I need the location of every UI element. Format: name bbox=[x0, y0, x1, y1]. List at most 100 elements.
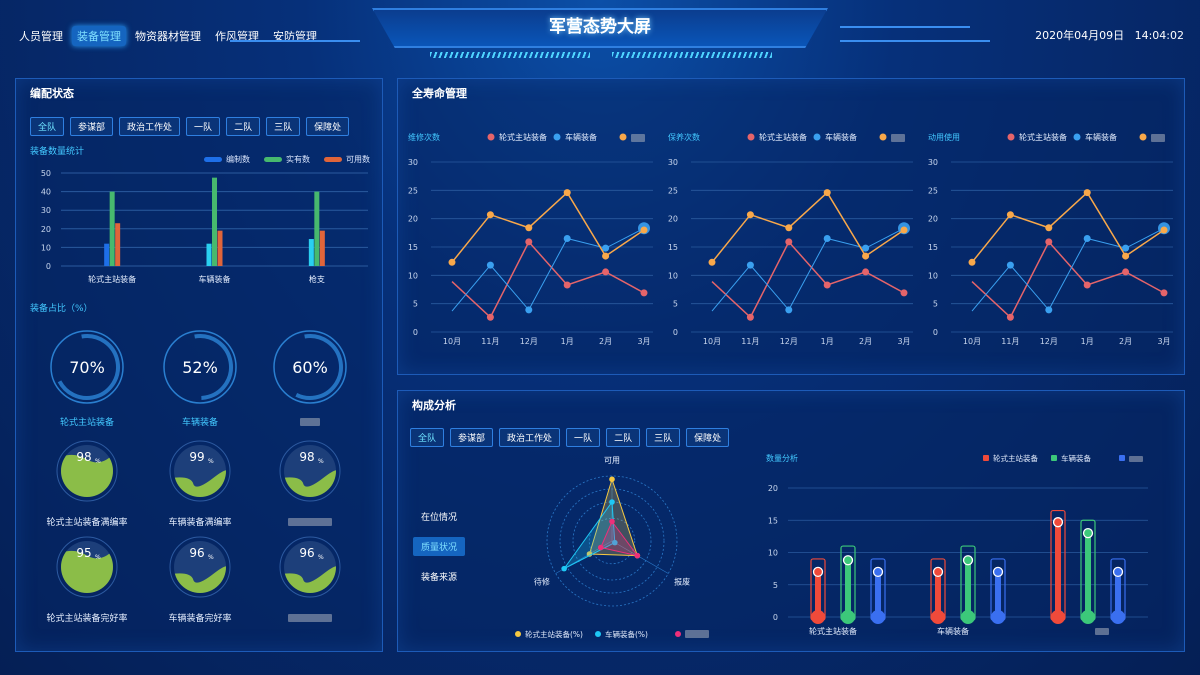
x-tick-label: 11月 bbox=[741, 337, 759, 346]
nav-conduct[interactable]: 作风管理 bbox=[215, 30, 259, 43]
radar-indicator: 待修 bbox=[534, 577, 550, 587]
legend-label: 车辆装备(%) bbox=[605, 629, 648, 639]
lifecycle-panel: 全寿命管理 维修次数 轮式主站装备 车辆装备 0 5 10 15 20 25 30 10月 11月 12… bbox=[397, 78, 1185, 375]
legend-label: 轮式主站装备 bbox=[499, 132, 547, 142]
tab-team3[interactable]: 三队 bbox=[266, 117, 301, 136]
y-tick-label: 25 bbox=[408, 186, 418, 195]
tab-political[interactable]: 政治工作处 bbox=[499, 428, 561, 447]
gauge-unit: % bbox=[208, 554, 214, 561]
nav-security[interactable]: 安防管理 bbox=[273, 30, 317, 43]
x-tick-label: 2月 bbox=[599, 337, 612, 346]
radar-indicator: 可用 bbox=[604, 456, 620, 465]
radar-point bbox=[561, 565, 567, 572]
tab-political[interactable]: 政治工作处 bbox=[119, 117, 181, 136]
menu-in-position[interactable]: 在位情况 bbox=[421, 513, 458, 523]
y-tick-label: 5 bbox=[933, 300, 938, 309]
legend-dot bbox=[1007, 133, 1015, 141]
data-point bbox=[602, 268, 610, 276]
panel-title: 构成分析 bbox=[412, 399, 456, 412]
data-point bbox=[1122, 244, 1130, 252]
data-point bbox=[785, 238, 793, 246]
y-tick-label: 20 bbox=[41, 225, 51, 234]
data-point bbox=[525, 306, 533, 314]
nav-personnel[interactable]: 人员管理 bbox=[19, 30, 63, 43]
allocation-panel: 编配状态 全队 参谋部 政治工作处 一队 二队 三队 保障处 装备数量统计 0 1… bbox=[15, 78, 383, 652]
y-tick-label: 0 bbox=[933, 328, 938, 337]
bar-value-marker bbox=[1052, 517, 1064, 528]
legend-dot bbox=[553, 133, 561, 141]
x-tick-label: 车辆装备 bbox=[937, 626, 969, 636]
x-tick-label: 12月 bbox=[520, 337, 538, 346]
blurred-label bbox=[288, 614, 332, 622]
y-tick-label: 5 bbox=[673, 300, 678, 309]
series-line bbox=[451, 240, 645, 319]
bar-value-marker bbox=[812, 566, 824, 577]
y-tick-label: 15 bbox=[408, 243, 418, 252]
legend-swatch bbox=[264, 157, 282, 162]
gauge-label: 车辆装备完好率 bbox=[168, 612, 231, 624]
menu-source[interactable]: 装备来源 bbox=[421, 573, 458, 583]
bar bbox=[1115, 571, 1121, 617]
ring-label: 轮式主站装备 bbox=[60, 416, 114, 428]
data-point bbox=[1122, 268, 1130, 276]
legend-swatch bbox=[1119, 455, 1125, 461]
bar bbox=[995, 571, 1001, 617]
y-tick-label: 0 bbox=[413, 328, 418, 337]
nav-equipment[interactable]: 装备管理 bbox=[72, 26, 126, 46]
bar bbox=[212, 177, 217, 266]
page-title: 军营态势大屏 bbox=[372, 8, 828, 48]
tab-staff[interactable]: 参谋部 bbox=[450, 428, 494, 447]
tab-all[interactable]: 全队 bbox=[410, 428, 445, 447]
series-line bbox=[711, 227, 905, 312]
ring-label: 车辆装备 bbox=[182, 416, 218, 428]
x-tick-label: 轮式主站装备 bbox=[88, 274, 136, 284]
gauge-fill bbox=[61, 549, 113, 593]
x-tick-label: 10月 bbox=[963, 337, 981, 346]
bar-base bbox=[1081, 610, 1095, 624]
ring-outer bbox=[163, 330, 237, 404]
menu-quality[interactable]: 质量状况 bbox=[413, 537, 466, 556]
data-point bbox=[746, 261, 754, 269]
y-tick-label: 10 bbox=[768, 549, 778, 558]
blurred-label bbox=[288, 518, 332, 526]
data-point bbox=[486, 211, 494, 219]
tab-support[interactable]: 保障处 bbox=[306, 117, 350, 136]
bar bbox=[319, 230, 325, 266]
gauge-fill bbox=[284, 566, 336, 593]
tab-team1[interactable]: 一队 bbox=[566, 428, 601, 447]
tab-staff[interactable]: 参谋部 bbox=[70, 117, 114, 136]
chart-title: 数量分析 bbox=[766, 453, 798, 463]
blurred-label bbox=[300, 418, 320, 426]
data-point bbox=[1006, 211, 1014, 219]
tab-team2[interactable]: 二队 bbox=[606, 428, 641, 447]
gauge-ring bbox=[56, 440, 118, 502]
nav-materials[interactable]: 物资器材管理 bbox=[135, 30, 201, 43]
bar bbox=[314, 191, 320, 266]
gauge-fill bbox=[174, 470, 226, 497]
tab-team3[interactable]: 三队 bbox=[646, 428, 681, 447]
legend-dot bbox=[1073, 133, 1081, 141]
blurred-label bbox=[891, 134, 905, 142]
bar-base bbox=[1051, 610, 1065, 624]
tab-all[interactable]: 全队 bbox=[30, 117, 65, 136]
gauge-ring bbox=[279, 440, 341, 502]
legend-dot bbox=[1139, 133, 1147, 141]
legend-swatch bbox=[204, 157, 222, 162]
header-stripes bbox=[612, 52, 772, 58]
x-tick-label: 1月 bbox=[1081, 337, 1094, 346]
bar-base bbox=[1111, 610, 1125, 624]
legend-label: 可用数 bbox=[346, 154, 370, 164]
tab-support[interactable]: 保障处 bbox=[686, 428, 730, 447]
blurred-label bbox=[1129, 456, 1143, 462]
ring-outer bbox=[273, 330, 347, 404]
bar-value-marker bbox=[932, 566, 944, 577]
ring-progress bbox=[277, 334, 343, 400]
series-line bbox=[971, 240, 1165, 319]
tab-team2[interactable]: 二队 bbox=[226, 117, 261, 136]
y-tick-label: 15 bbox=[768, 516, 778, 525]
x-tick-label: 车辆装备 bbox=[199, 274, 231, 284]
bar bbox=[104, 243, 110, 266]
tab-team1[interactable]: 一队 bbox=[186, 117, 221, 136]
radar-point bbox=[609, 476, 615, 483]
